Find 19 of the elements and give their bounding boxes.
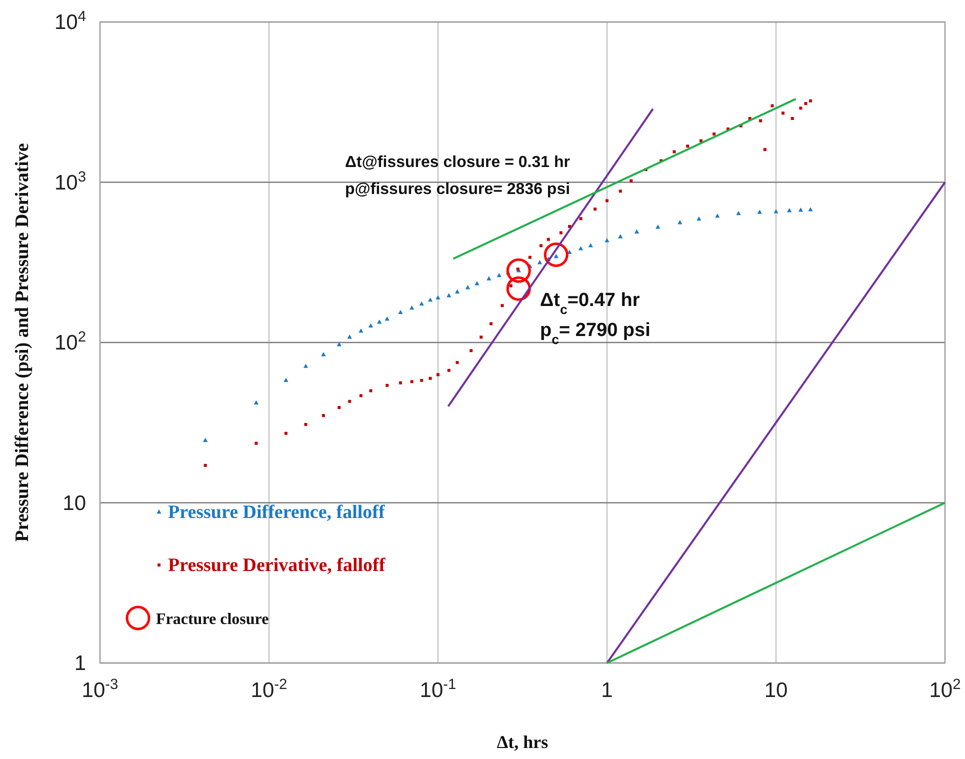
y-tick-label: 10$^{3}$ [54, 169, 86, 194]
y-tick-label: 10$^{4}$ [54, 9, 86, 34]
x-tick-label: 10$^{2}$ [929, 677, 961, 702]
annotation: Δt@fissures closure = 0.31 hr [345, 154, 570, 171]
x-tick-label: 10$^{-3}$ [82, 677, 118, 702]
x-tick-label: 1 [601, 679, 613, 702]
annotation: Δt$_{c}$=0.47 hr [540, 290, 640, 316]
y-tick-label: 10 [62, 492, 86, 515]
legend-label: Fracture closure [156, 611, 269, 628]
x-axis-title: Δt, hrs [496, 732, 548, 752]
legend-label: Pressure Difference, falloff [168, 502, 386, 523]
x-tick-label: 10 [764, 679, 788, 702]
legend-label: Pressure Derivative, falloff [168, 555, 386, 576]
y-tick-label: 10$^{2}$ [54, 330, 86, 354]
x-tick-label: 10$^{-2}$ [250, 677, 288, 702]
x-tick-label: 10$^{-1}$ [420, 677, 456, 702]
annotation: p@fissures closure= 2836 psi [345, 181, 570, 198]
y-axis-title: Pressure Difference (psi) and Pressure Derivative [12, 143, 33, 542]
y-tick-label: 1 [74, 652, 86, 675]
